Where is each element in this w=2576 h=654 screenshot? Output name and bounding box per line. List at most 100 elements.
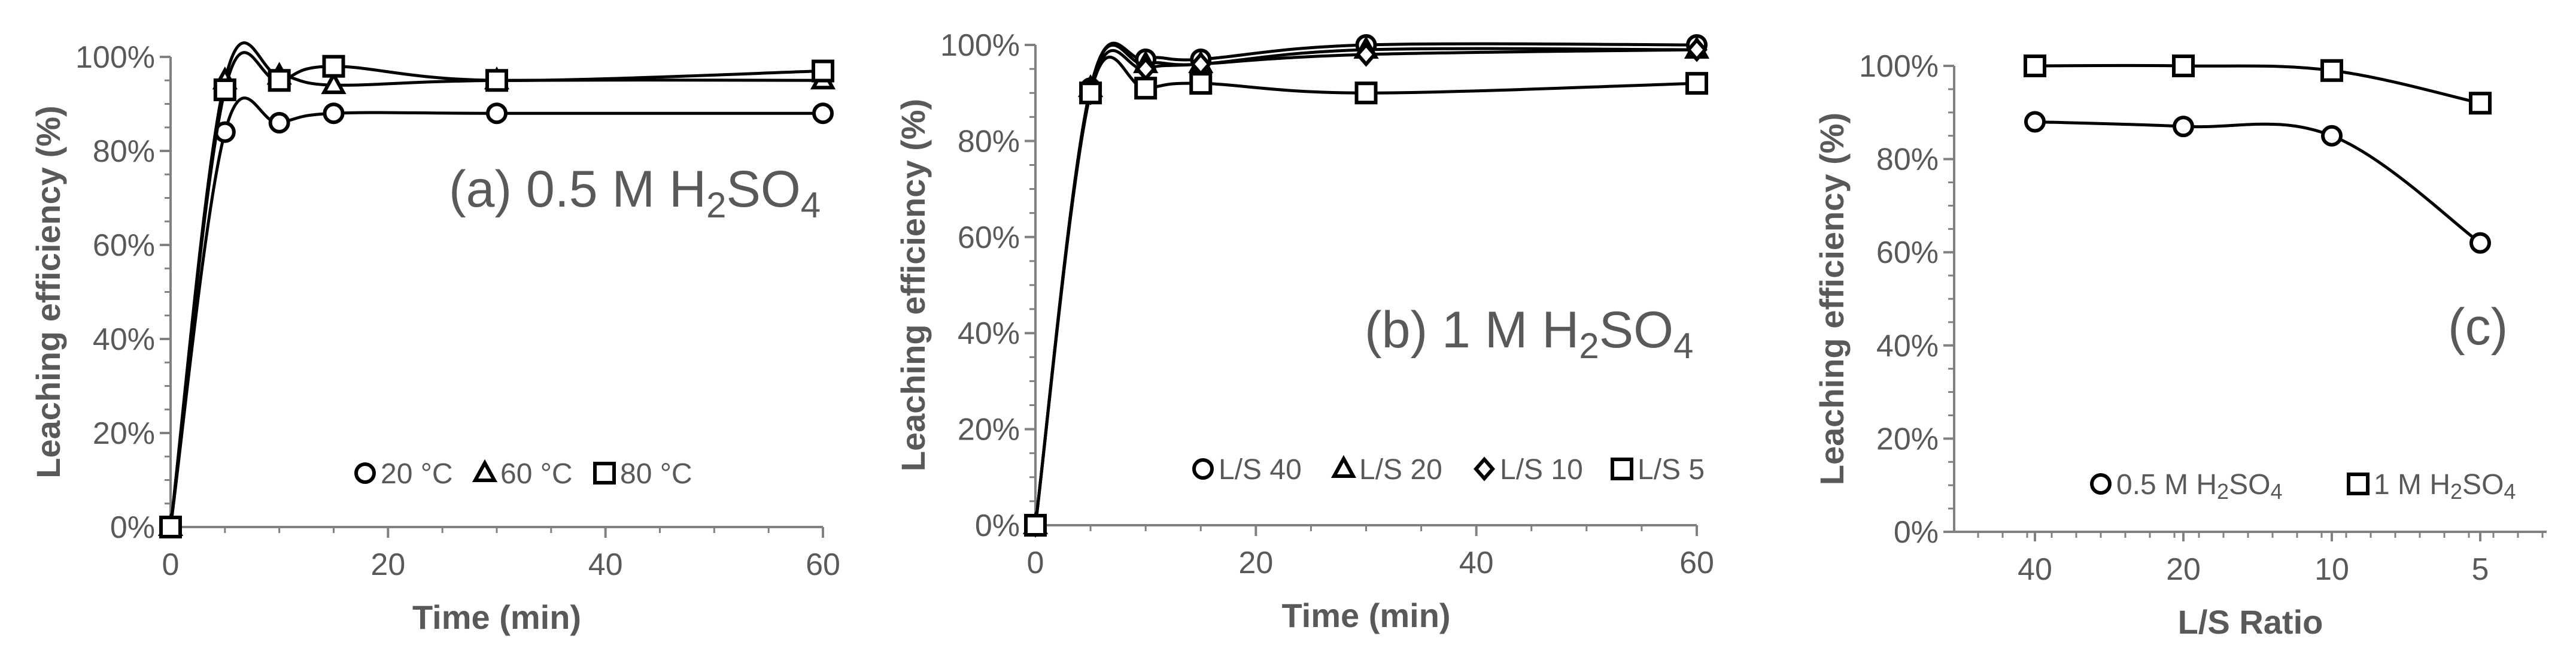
x-tick-label: 20 bbox=[370, 547, 405, 582]
legend-label-part: 2 bbox=[2450, 479, 2462, 504]
x-tick-label: 0 bbox=[162, 547, 180, 582]
series-line bbox=[1034, 55, 1697, 526]
data-point-circle bbox=[2024, 111, 2046, 133]
annotation-part: SO bbox=[726, 161, 800, 218]
legend-marker-diamond bbox=[1474, 456, 1495, 482]
data-point-square bbox=[485, 69, 508, 92]
y-tick-label: 80% bbox=[958, 124, 1020, 159]
series-c-1 bbox=[2024, 54, 2492, 115]
y-tick-label: 20% bbox=[93, 416, 155, 451]
legend-label-part: SO bbox=[2229, 469, 2270, 501]
x-tick-label: 10 bbox=[2314, 552, 2349, 587]
panel-annotation: (b) 1 M H2SO4 bbox=[1365, 301, 1693, 366]
y-tick-label: 40% bbox=[93, 322, 155, 357]
panel-annotation: (c) bbox=[2448, 298, 2508, 356]
legend-marker-square bbox=[2347, 473, 2370, 495]
annotation-part: (a) 0.5 M H bbox=[449, 161, 706, 218]
data-point-square bbox=[2024, 54, 2046, 77]
legend-label-part: 4 bbox=[2504, 479, 2516, 504]
legend-label: 80 °C bbox=[620, 458, 692, 490]
data-point-square bbox=[159, 516, 182, 538]
y-tick-label: 80% bbox=[93, 134, 155, 169]
data-point-diamond bbox=[1686, 37, 1708, 62]
x-tick-label: 0 bbox=[1027, 546, 1044, 580]
x-tick-label: 20 bbox=[2166, 552, 2201, 587]
series-line bbox=[169, 96, 823, 528]
y-tick-label: 20% bbox=[1876, 422, 1939, 456]
data-point-square bbox=[1024, 514, 1047, 537]
data-point-circle bbox=[323, 102, 345, 125]
x-axis-title: Time (min) bbox=[1281, 597, 1450, 634]
data-point-triangle bbox=[321, 71, 347, 95]
y-tick-label: 0% bbox=[975, 508, 1020, 543]
data-point-square bbox=[2172, 54, 2195, 77]
y-tick-label: 60% bbox=[958, 220, 1020, 255]
panel-annotation: (a) 0.5 M H2SO4 bbox=[449, 161, 821, 225]
data-point-square bbox=[213, 78, 236, 101]
legend-label: 60 °C bbox=[500, 458, 573, 490]
annotation-part: SO bbox=[1599, 301, 1673, 359]
data-point-square bbox=[1354, 81, 1378, 105]
data-point-diamond bbox=[1355, 42, 1377, 67]
legend-label-part: 1 M H bbox=[2374, 469, 2450, 501]
legend-label: L/S 20 bbox=[1359, 454, 1442, 486]
data-point-square bbox=[1685, 72, 1708, 95]
legend: 0.5 M H2SO4 1 M H2SO4 bbox=[2090, 469, 2516, 504]
x-axis-title: L/S Ratio bbox=[2178, 603, 2323, 641]
legend-marker-square bbox=[1611, 458, 1633, 480]
series-line bbox=[1034, 43, 1697, 526]
annotation-part: (b) 1 M H bbox=[1365, 301, 1579, 359]
y-tick-label: 100% bbox=[75, 40, 155, 75]
x-tick-label: 40 bbox=[2018, 552, 2052, 587]
x-tick-label: 40 bbox=[588, 547, 623, 582]
data-point-square bbox=[1134, 77, 1158, 100]
series-a-2 bbox=[159, 51, 834, 538]
legend-marker-circle bbox=[1192, 458, 1214, 480]
data-point-square bbox=[2320, 59, 2343, 82]
legend-marker-circle bbox=[2090, 473, 2112, 495]
legend-marker-circle bbox=[354, 462, 376, 484]
legend-label: 1 M H2SO4 bbox=[2374, 469, 2516, 504]
chart-panel-a: 0% 20% 40% 60% 80% 100% 0 20 40 60 Time (min) Leach… bbox=[29, 40, 840, 636]
legend-label-part: 2 bbox=[2217, 479, 2229, 504]
annotation-part: (c) bbox=[2448, 298, 2508, 356]
legend-label-part: SO bbox=[2462, 469, 2504, 501]
legend-label: 0.5 M H2SO4 bbox=[2116, 469, 2282, 504]
legend-label-part: 4 bbox=[2270, 479, 2282, 504]
y-tick-label: 80% bbox=[1876, 143, 1939, 177]
y-tick-label: 100% bbox=[940, 28, 1020, 63]
data-point-circle bbox=[2321, 125, 2343, 147]
chart-panel-b: 0% 20% 40% 60% 80% 100% 0 20 40 60 Time (min) Leach… bbox=[894, 28, 1714, 634]
series-line bbox=[169, 51, 824, 528]
data-point-circle bbox=[2173, 116, 2194, 138]
y-tick-label: 60% bbox=[1876, 235, 1939, 270]
series-b-3 bbox=[1024, 55, 1708, 537]
y-axis-title: Leaching efficiency (%) bbox=[1813, 113, 1851, 485]
annotation-part: 2 bbox=[706, 185, 726, 225]
annotation-part: 2 bbox=[1579, 326, 1599, 366]
series-line bbox=[1034, 41, 1697, 526]
legend-label: 20 °C bbox=[381, 458, 453, 490]
x-tick-label: 5 bbox=[2472, 552, 2489, 587]
data-point-square bbox=[322, 54, 345, 78]
data-point-circle bbox=[268, 111, 290, 134]
data-point-circle bbox=[812, 102, 834, 125]
data-point-circle bbox=[2469, 232, 2491, 254]
chart-panel-c: 0% 20% 40% 60% 80% 100% 40 20 10 5 L/S Ratio Leachi… bbox=[1813, 49, 2547, 641]
data-point-circle bbox=[486, 102, 508, 125]
data-point-square bbox=[268, 69, 291, 92]
legend: L/S 40 L/S 20 L/S 10 L/S 5 bbox=[1192, 454, 1705, 486]
x-tick-label: 60 bbox=[1679, 546, 1714, 580]
x-tick-label: 60 bbox=[806, 547, 840, 582]
legend: 20 °C 60 °C 80 °C bbox=[354, 458, 692, 490]
x-axis-title: Time (min) bbox=[412, 598, 581, 636]
legend-label: L/S 10 bbox=[1500, 454, 1583, 486]
legend-label: L/S 40 bbox=[1219, 454, 1302, 486]
annotation-part: 4 bbox=[801, 185, 821, 225]
series-line bbox=[2034, 63, 2481, 105]
data-point-square bbox=[812, 59, 834, 83]
x-tick-label: 20 bbox=[1238, 546, 1273, 580]
legend-label-part: 0.5 M H bbox=[2116, 469, 2217, 501]
x-tick-label: 40 bbox=[1459, 546, 1494, 580]
